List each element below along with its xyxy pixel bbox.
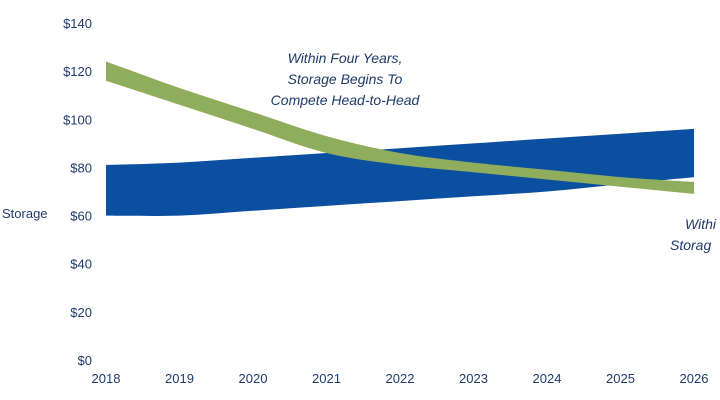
- y-tick-label: $140: [63, 16, 92, 31]
- y-axis-label: Storage: [2, 206, 48, 221]
- x-tick-label: 2025: [606, 371, 635, 386]
- x-tick-label: 2024: [533, 371, 562, 386]
- annotation-1-line-3: Compete Head-to-Head: [271, 92, 421, 108]
- y-tick-label: $20: [70, 305, 92, 320]
- series-band-blue: [106, 128, 694, 216]
- x-tick-label: 2021: [312, 371, 341, 386]
- y-tick-label: $120: [63, 64, 92, 79]
- x-tick-label: 2026: [680, 371, 709, 386]
- y-tick-label: $60: [70, 209, 92, 224]
- y-tick-label: $80: [70, 160, 92, 175]
- y-tick-label: $40: [70, 257, 92, 272]
- x-tick-label: 2020: [239, 371, 268, 386]
- series-bands: [106, 61, 694, 216]
- y-tick-label: $0: [78, 353, 92, 368]
- x-tick-label: 2022: [386, 371, 415, 386]
- annotation-2-line-2: Storag: [670, 237, 711, 253]
- y-tick-label: $100: [63, 112, 92, 127]
- x-tick-label: 2023: [459, 371, 488, 386]
- annotation-2-line-1: Withi: [685, 216, 717, 232]
- annotation-1-line-1: Within Four Years,: [288, 50, 403, 66]
- x-tick-labels: 2018 2019 2020 2021 2022 2023 2024 2025 2026: [92, 371, 709, 386]
- y-tick-labels: $0 $20 $40 $60 $80 $100 $120 $140: [63, 16, 92, 368]
- series-band-green: [106, 61, 694, 194]
- x-tick-label: 2018: [92, 371, 121, 386]
- x-tick-label: 2019: [165, 371, 194, 386]
- annotation-1-line-2: Storage Begins To: [288, 71, 403, 87]
